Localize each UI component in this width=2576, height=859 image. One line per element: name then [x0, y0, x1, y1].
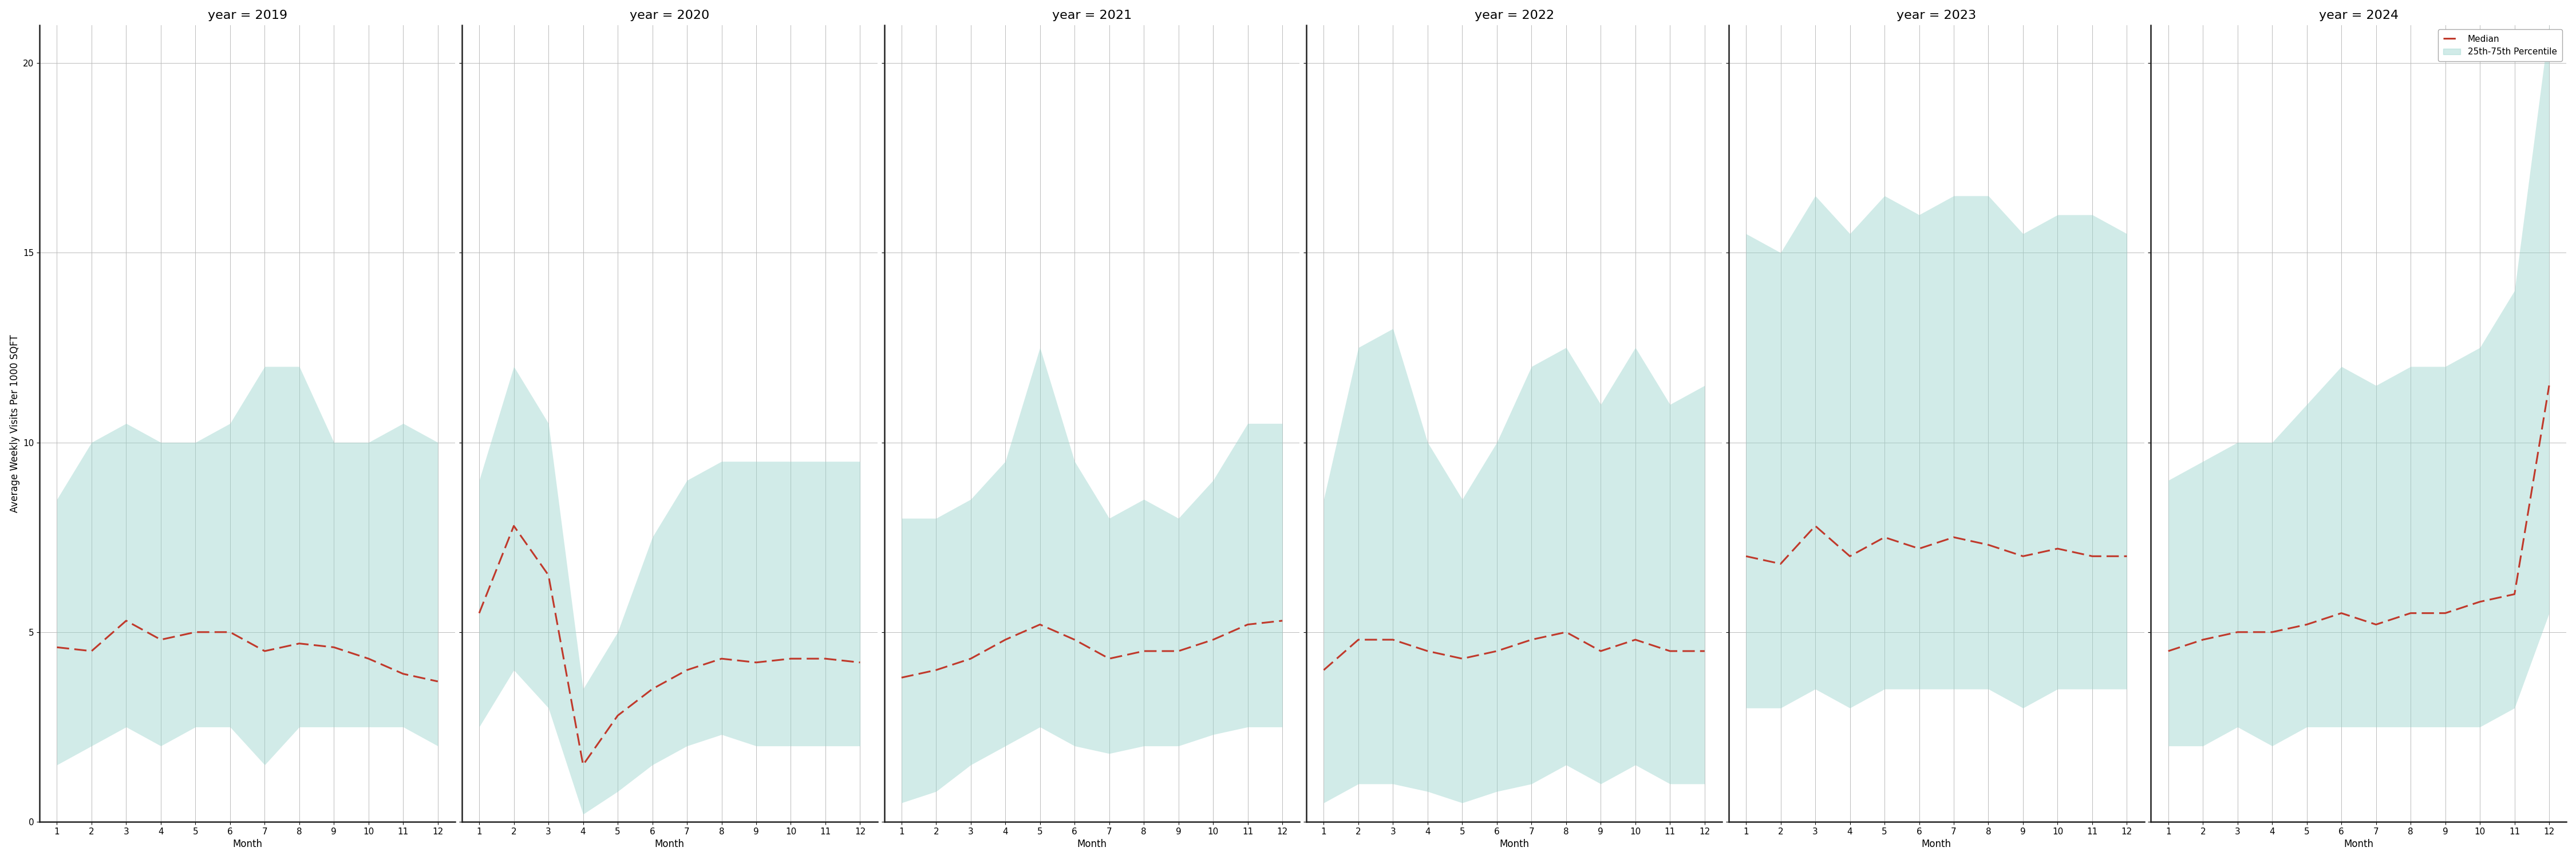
X-axis label: Month: Month [1499, 839, 1530, 850]
Title: year = 2021: year = 2021 [1051, 9, 1131, 21]
Title: year = 2023: year = 2023 [1896, 9, 1976, 21]
X-axis label: Month: Month [232, 839, 263, 850]
Title: year = 2024: year = 2024 [2318, 9, 2398, 21]
Legend: Median, 25th-75th Percentile: Median, 25th-75th Percentile [2437, 29, 2563, 62]
X-axis label: Month: Month [1077, 839, 1108, 850]
X-axis label: Month: Month [1922, 839, 1953, 850]
Title: year = 2019: year = 2019 [209, 9, 286, 21]
Title: year = 2022: year = 2022 [1473, 9, 1553, 21]
Y-axis label: Average Weekly Visits Per 1000 SQFT: Average Weekly Visits Per 1000 SQFT [10, 334, 21, 513]
X-axis label: Month: Month [654, 839, 685, 850]
Title: year = 2020: year = 2020 [629, 9, 708, 21]
X-axis label: Month: Month [2344, 839, 2372, 850]
